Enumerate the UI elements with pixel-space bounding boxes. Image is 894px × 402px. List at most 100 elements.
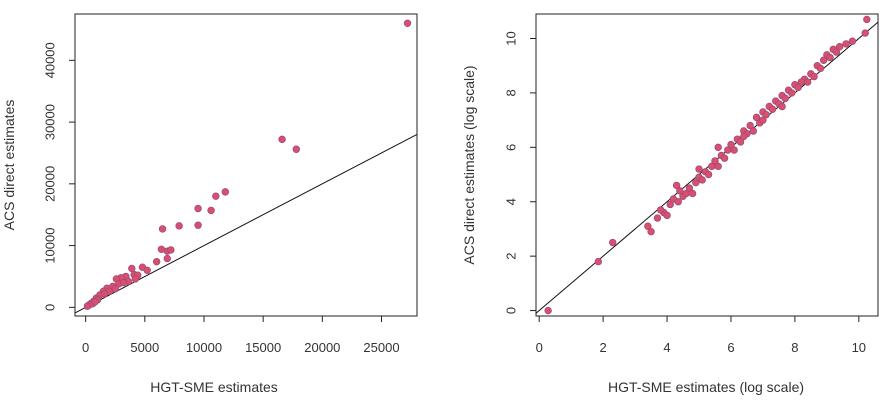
x-tick-label: 6 [727,340,734,355]
data-point [842,40,850,48]
data-point [714,162,722,171]
scatter-panel-log: 0 2 4 6 8 10 0 2 4 6 8 10 HGT-SME estimates (log s… [461,13,879,395]
data-point [781,94,790,103]
data-point [128,264,136,273]
data-point [143,266,151,274]
data-point [778,102,786,111]
data-point [819,56,828,64]
data-points [83,19,412,310]
data-point [695,165,703,173]
data-point [863,15,871,24]
data-point [278,135,286,144]
data-point [403,19,412,27]
y-tick-label: 0 [42,304,57,311]
y-tick-label: 8 [503,89,518,96]
data-point [826,53,834,62]
x-tick-label: 10000 [186,340,222,355]
x-tick-label: 15000 [245,340,281,355]
data-point [119,278,128,287]
reference-line [74,133,418,314]
data-point [730,146,738,154]
x-axis-label: HGT-SME estimates [150,379,278,395]
plot-frame [535,13,879,317]
x-tick-label: 20000 [304,340,340,355]
data-point [656,206,665,214]
x-axis-ticks: 0 2 4 6 8 10 [536,316,866,355]
data-point [740,132,748,141]
y-tick-label: 30000 [42,104,57,140]
data-point [544,306,552,315]
data-point [594,257,603,266]
x-tick-label: 4 [663,340,670,355]
data-point [832,48,841,56]
data-point [663,211,671,220]
x-axis-label: HGT-SME estimates (log scale) [608,379,804,395]
x-tick-label: 2 [600,340,607,355]
y-axis-label: ACS direct estimates [1,100,17,231]
y-axis-label: ACS direct estimates (log scale) [461,65,477,264]
data-point [685,184,694,192]
data-point [212,192,220,200]
data-point [797,78,805,86]
y-tick-label: 10000 [42,228,57,264]
data-point [794,83,802,92]
data-point [194,204,202,213]
x-tick-label: 25000 [363,340,399,355]
data-point [692,178,700,187]
y-tick-label: 0 [503,307,518,314]
x-axis-ticks: 0 5000 10000 15000 20000 25000 [82,316,400,355]
x-tick-label: 8 [791,340,798,355]
data-point [752,113,761,122]
scatter-panel-linear: 0 5000 10000 15000 20000 25000 0 10000 20000 300… [1,13,418,395]
data-point [816,64,825,73]
data-point [672,181,681,190]
y-tick-label: 10 [503,31,518,45]
data-point [152,257,161,266]
data-point [810,72,818,81]
x-tick-label: 10 [852,340,866,355]
data-point [861,29,869,37]
data-point [759,116,767,124]
data-point [194,221,202,229]
y-axis-ticks: 0 2 4 6 8 10 [503,31,536,314]
data-point [714,143,722,152]
data-point [746,121,754,130]
y-axis-ticks: 0 10000 20000 30000 40000 [42,42,75,311]
data-point [711,157,719,165]
reference-line [535,21,879,314]
data-point [736,138,745,146]
reference-line-segment [535,21,879,314]
data-point [803,78,812,86]
data-point [111,285,119,293]
data-point [609,238,617,247]
data-point [768,105,777,113]
data-point [676,187,684,195]
data-point [163,254,172,263]
data-point [167,246,175,254]
data-point [292,145,300,153]
data-point [720,154,729,162]
data-point [848,37,857,45]
data-point [688,189,697,198]
data-point [698,176,706,184]
y-tick-label: 40000 [42,42,57,78]
y-tick-label: 2 [503,253,518,260]
y-tick-label: 4 [503,198,518,205]
data-point [788,89,796,97]
data-point [207,206,215,215]
data-point [674,198,682,206]
plot-frame [74,13,418,317]
data-point [131,275,140,283]
y-tick-label: 6 [503,144,518,151]
data-point [158,225,167,233]
data-point [221,188,229,196]
data-point [644,222,652,230]
data-point [175,222,183,230]
data-point [100,290,109,298]
data-point [666,200,674,209]
x-tick-label: 5000 [130,340,159,355]
data-point [835,42,844,51]
y-tick-label: 20000 [42,166,57,202]
data-points [544,15,871,315]
